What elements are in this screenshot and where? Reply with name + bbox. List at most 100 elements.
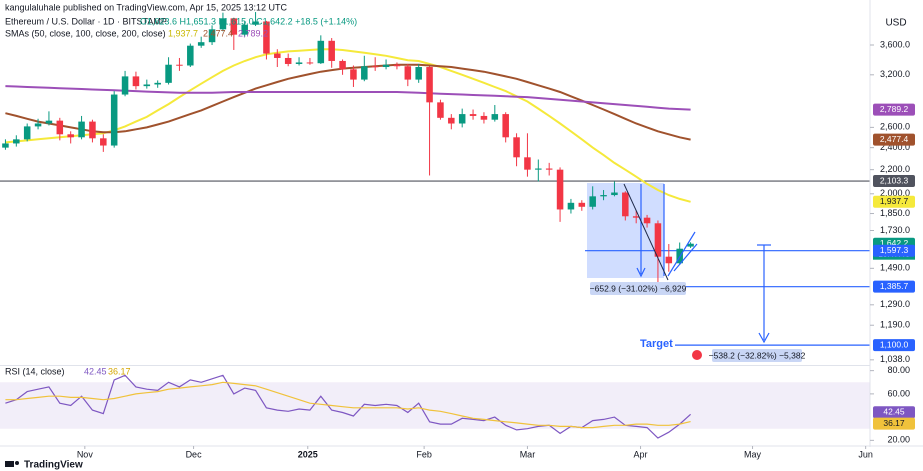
candle-body: [567, 202, 575, 210]
candle-body: [110, 94, 118, 146]
y-tick-label: 1,730.0: [880, 225, 910, 235]
footer: TradingView: [24, 460, 83, 471]
candle-body: [56, 120, 64, 135]
moving-average: [5, 85, 691, 111]
x-tick-label: Mar: [520, 449, 536, 459]
x-tick-label: 2025: [298, 449, 318, 459]
price-badge: [873, 244, 915, 257]
candle-body: [100, 138, 107, 146]
candle-body: [426, 67, 433, 103]
rsi-value: 42.45: [84, 366, 107, 376]
candle-body: [219, 18, 227, 30]
x-tick-label: Apr: [634, 449, 648, 459]
candle-body: [480, 115, 488, 120]
candle-body: [524, 157, 531, 170]
y-tick-label: 2,600.0: [880, 122, 910, 132]
x-tick-label: Nov: [77, 449, 94, 459]
candle-body: [230, 18, 238, 35]
y-tick-label: 2,400.0: [880, 142, 910, 152]
arrow-head: [636, 267, 646, 278]
x-tick-label: Feb: [416, 449, 432, 459]
indicator-value: 2,789.2: [238, 28, 268, 38]
candle-body: [469, 114, 477, 116]
measure-label: −538.2 (−32.82%) −5,382: [709, 350, 806, 360]
candle-body: [622, 192, 629, 217]
y-tick-label: 3,600.0: [880, 39, 910, 49]
price-badge: [873, 133, 915, 146]
candle-body: [197, 42, 205, 46]
y-tick-label: 1,190.0: [880, 320, 910, 330]
y-tick-label: 1,038.0: [880, 354, 910, 364]
x-tick-label: Jun: [858, 449, 873, 459]
candle-body: [2, 143, 9, 148]
candle-body: [632, 216, 640, 218]
y-tick-label: 2,000.0: [880, 188, 910, 198]
indicator-value: 2,477.4: [203, 28, 233, 38]
candle-body: [371, 66, 379, 68]
candle-body: [535, 168, 542, 170]
event-icon: [692, 350, 702, 360]
y-tick-label: 80.00: [887, 365, 910, 375]
arrow-head: [758, 332, 770, 344]
rsi-title: RSI (14, close): [5, 366, 65, 376]
chart-title: Ethereum / U.S. Dollar · 1D · BITSTAMP: [5, 16, 167, 26]
currency: USD: [885, 18, 906, 29]
price-badge: [873, 175, 915, 188]
moving-average: [5, 48, 691, 203]
candle-body: [556, 169, 564, 210]
candle-body: [415, 67, 422, 80]
candle-body: [513, 137, 520, 158]
candle-body: [45, 120, 53, 124]
price-badge-label: 36.17: [883, 418, 905, 428]
candle-body: [252, 21, 259, 25]
candle-body: [448, 117, 455, 124]
y-tick-label: 1,490.0: [880, 263, 910, 273]
candle-body: [295, 62, 303, 64]
candle-body: [132, 76, 140, 87]
candle-body: [67, 134, 74, 138]
candle-body: [361, 66, 368, 80]
candle-body: [393, 64, 401, 67]
wedge-line: [673, 243, 698, 272]
candle-body: [491, 114, 499, 120]
candle-body: [78, 121, 85, 138]
candle-body: [611, 192, 618, 196]
candle-body: [89, 121, 96, 139]
price-badge-label: 1,385.7: [880, 281, 909, 291]
candle-body: [382, 64, 390, 68]
price-axis: [870, 0, 923, 447]
price-badge-label: 1,100.0: [880, 339, 909, 349]
price-badge-label: 1,937.7: [880, 196, 909, 206]
candle-body: [458, 114, 466, 124]
price-badge-label: 1,597.3: [880, 245, 909, 255]
price-badge: [873, 103, 915, 116]
y-tick-label: 20.00: [887, 435, 910, 445]
wedge-line: [667, 231, 696, 277]
rsi-value: 36.17: [108, 366, 131, 376]
price-badge-label: 1,642.2: [880, 238, 909, 248]
measure-label-box: [590, 282, 686, 295]
candle-body: [600, 195, 607, 197]
rsi-line: [5, 381, 691, 429]
y-tick-label: 60.00: [887, 388, 910, 398]
price-badge-label: 42.45: [883, 407, 905, 417]
candle-body: [339, 60, 346, 70]
candle-body: [176, 64, 183, 66]
candle-body: [165, 64, 172, 83]
candle-body: [404, 66, 412, 80]
candle-body: [317, 40, 325, 64]
candle-body: [665, 256, 673, 264]
price-badge: [873, 339, 915, 352]
rsi-band: [0, 382, 870, 429]
candle-body: [13, 139, 20, 144]
candle-body: [187, 45, 194, 66]
price-badge: [873, 417, 915, 430]
y-tick-label: 1,850.0: [880, 208, 910, 218]
candle-body: [274, 53, 281, 58]
price-badge: [873, 195, 915, 208]
candle-body: [654, 223, 662, 257]
axes: 3,600.0 3,200.0 2,600.0 2,400.0 2,200.0 2,000…: [77, 39, 915, 459]
candle-body: [208, 29, 216, 43]
candle-body: [578, 202, 586, 207]
